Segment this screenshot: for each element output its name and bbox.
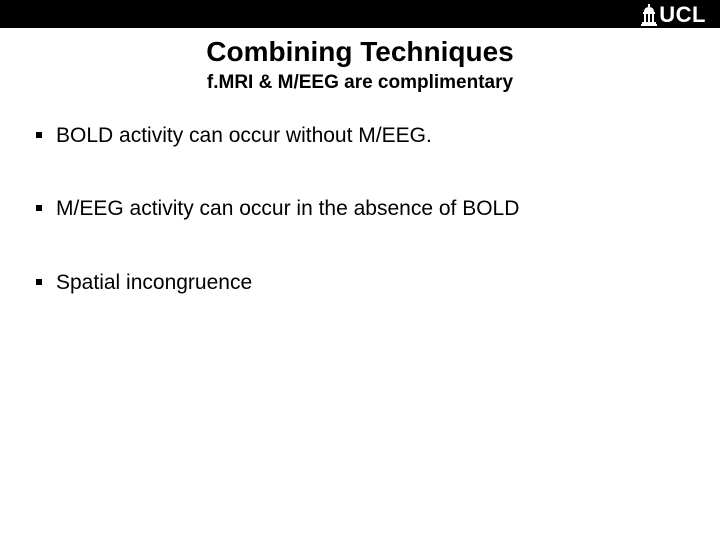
bullet-dot-icon	[36, 205, 42, 211]
list-item: M/EEG activity can occur in the absence …	[36, 195, 684, 222]
bullet-text: BOLD activity can occur without M/EEG.	[56, 122, 432, 149]
bullet-dot-icon	[36, 279, 42, 285]
slide-subtitle: f.MRI & M/EEG are complimentary	[0, 72, 720, 94]
title-block: Combining Techniques f.MRI & M/EEG are c…	[0, 36, 720, 94]
bullet-list: BOLD activity can occur without M/EEG. M…	[0, 122, 720, 296]
list-item: Spatial incongruence	[36, 269, 684, 296]
dome-icon	[641, 4, 657, 26]
slide-title: Combining Techniques	[0, 36, 720, 68]
list-item: BOLD activity can occur without M/EEG.	[36, 122, 684, 149]
bullet-dot-icon	[36, 132, 42, 138]
header-bar: UCL	[0, 0, 720, 28]
ucl-logo: UCL	[641, 2, 706, 26]
bullet-text: Spatial incongruence	[56, 269, 252, 296]
bullet-text: M/EEG activity can occur in the absence …	[56, 195, 519, 222]
logo-text: UCL	[659, 4, 706, 26]
